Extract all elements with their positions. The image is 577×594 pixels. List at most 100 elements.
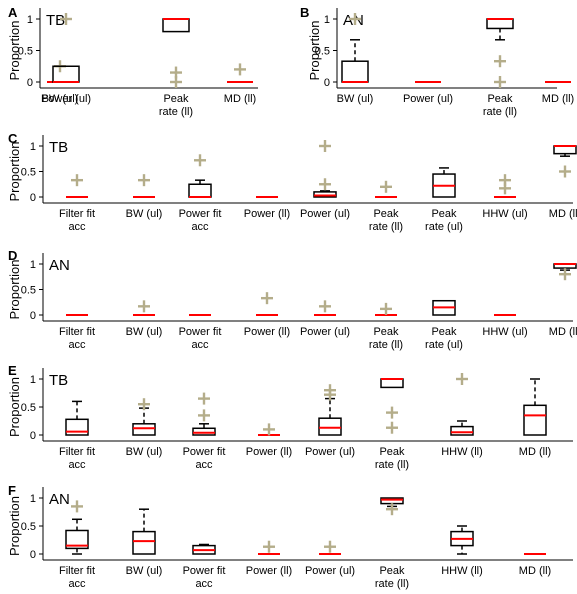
x-category-label-line: Power (ll)	[246, 446, 292, 458]
x-category-label: BW (ul)	[337, 93, 374, 105]
outlier-marker	[263, 423, 275, 436]
box-5	[318, 384, 342, 436]
x-category-label-line: rate (ul)	[425, 221, 463, 233]
outlier-marker	[324, 540, 336, 553]
x-category-label-line: MD (ll)	[542, 93, 574, 105]
x-category-label: Power (ll)	[246, 446, 292, 458]
y-tick-label: 0	[27, 77, 33, 89]
outlier-marker	[194, 154, 206, 167]
x-category-label: HHW (ul)	[482, 326, 527, 338]
x-category-label: Power (ul)	[300, 208, 350, 220]
x-category-label: BW (ul)	[42, 93, 79, 105]
outlier-marker	[138, 174, 150, 187]
x-category-label: MD (ll)	[549, 208, 577, 220]
panel-letter: A	[8, 5, 18, 20]
x-category-label-line: Power (ll)	[244, 208, 290, 220]
panel-title: AN	[343, 12, 364, 29]
y-tick-label: 0	[30, 192, 36, 204]
box-1	[47, 60, 73, 83]
x-category-label-line: BW (ul)	[42, 93, 79, 105]
box-5	[314, 300, 336, 316]
x-category-label-line: Power (ll)	[246, 565, 292, 577]
x-category-label-line: acc	[68, 459, 86, 471]
outlier-marker	[386, 406, 398, 419]
x-category-label-line: rate (ll)	[369, 339, 403, 351]
box-1	[65, 500, 89, 555]
x-category-label: BW (ul)	[126, 208, 163, 220]
x-category-label-line: Filter fit	[59, 208, 95, 220]
box-7	[432, 167, 456, 198]
x-category-label: Power (ll)	[244, 208, 290, 220]
x-category-label-line: Peak	[163, 93, 189, 105]
panel-a: A TB Proportion 0 0.5 1 BW (ul)Power (ul) Peak r…	[7, 5, 258, 118]
box-1	[65, 400, 89, 436]
box-4	[258, 423, 280, 436]
x-category-label: HHW (ll)	[441, 565, 483, 577]
x-category-label: Power fit acc	[183, 446, 226, 471]
x-category-label-line: rate (ll)	[369, 221, 403, 233]
x-category-label-line: acc	[195, 578, 213, 590]
box-iqr	[380, 378, 404, 389]
y-axis-label: Proportion	[7, 377, 22, 437]
box-3	[188, 154, 212, 198]
y-tick-label: 1	[324, 14, 330, 26]
x-category-label-line: MD (ll)	[224, 93, 256, 105]
outlier-marker	[559, 268, 571, 281]
box-iqr	[192, 427, 216, 436]
box-4	[258, 540, 280, 555]
y-tick-label: 0.5	[18, 46, 33, 58]
box-iqr	[341, 60, 369, 83]
x-category-label-line: Filter fit	[59, 326, 95, 338]
box-2	[133, 300, 155, 316]
box-iqr	[52, 65, 80, 83]
box-iqr	[318, 417, 342, 436]
box-iqr	[313, 191, 337, 198]
x-category-label-line: acc	[191, 221, 209, 233]
y-tick-label: 0.5	[21, 285, 36, 297]
x-category-label-line: Peak	[379, 565, 405, 577]
x-category-label-line: HHW (ll)	[441, 565, 483, 577]
y-tick-label: 0	[30, 310, 36, 322]
x-category-label-line: Peak	[431, 208, 457, 220]
x-category-label-line: rate (ll)	[375, 578, 409, 590]
panel-letter: E	[8, 363, 17, 378]
x-category-label-line: MD (ll)	[519, 446, 551, 458]
box-3	[486, 18, 514, 88]
panel-letter: F	[8, 483, 16, 498]
box-iqr	[132, 423, 156, 436]
outlier-marker	[499, 182, 511, 195]
x-category-label: MD (ll)	[542, 93, 574, 105]
x-category-label-line: acc	[68, 339, 86, 351]
x-category-label: Power (ll)	[244, 326, 290, 338]
x-category-label-line: Peak	[379, 446, 405, 458]
x-category-label-line: acc	[191, 339, 209, 351]
y-axis-label: Proportion	[7, 496, 22, 556]
x-category-label: BW (ul)	[126, 326, 163, 338]
x-category-label: Filter fit acc	[59, 446, 95, 471]
y-tick-label: 0	[30, 549, 36, 561]
y-axis-label: Proportion	[307, 21, 322, 81]
outlier-marker	[170, 76, 182, 88]
y-tick-label: 0.5	[21, 521, 36, 533]
x-category-label: Peak rate (ul)	[425, 208, 463, 233]
x-category-label-line: Power (ul)	[41, 93, 91, 105]
outlier-marker	[198, 392, 210, 405]
x-category-label-line: acc	[195, 459, 213, 471]
outlier-marker	[494, 55, 506, 68]
x-category-label-line: MD (ll)	[549, 326, 577, 338]
outlier-marker	[263, 540, 275, 553]
x-category-label: Power (ul)	[305, 565, 355, 577]
x-category-label: Peak rate (ul)	[425, 326, 463, 351]
x-category-label-line: HHW (ll)	[441, 446, 483, 458]
x-category-label-line: Power (ul)	[300, 208, 350, 220]
box-2	[133, 174, 155, 198]
box-9	[553, 263, 577, 281]
x-category-label-line: Filter fit	[59, 565, 95, 577]
y-tick-label: 1	[30, 493, 36, 505]
panel-letter: B	[300, 5, 309, 20]
box-iqr	[188, 183, 212, 198]
box-6	[380, 378, 404, 434]
box-9	[553, 145, 577, 178]
